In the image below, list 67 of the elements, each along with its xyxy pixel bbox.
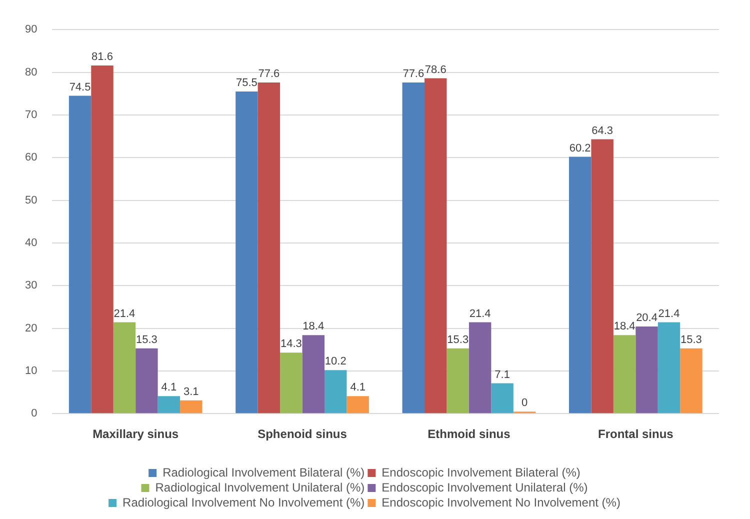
bar bbox=[302, 335, 324, 414]
x-tick-label: Maxillary sinus bbox=[92, 427, 179, 442]
bar bbox=[113, 322, 136, 414]
bar bbox=[591, 139, 614, 414]
bar bbox=[280, 352, 302, 414]
bar bbox=[491, 383, 514, 414]
data-label: 75.5 bbox=[236, 77, 258, 89]
legend-label: Radiological Involvement Bilateral (%) bbox=[162, 465, 365, 480]
data-label: 21.4 bbox=[658, 308, 680, 320]
data-label: 7.1 bbox=[494, 368, 510, 381]
bar bbox=[324, 370, 347, 414]
bar bbox=[180, 400, 202, 414]
legend-label: Radiological Involvement No Involvement (%) bbox=[122, 495, 365, 510]
bar bbox=[636, 326, 658, 414]
bar bbox=[91, 65, 114, 414]
bar bbox=[613, 335, 636, 414]
bar bbox=[402, 82, 425, 414]
data-label: 77.6 bbox=[402, 68, 424, 80]
data-label: 74.5 bbox=[69, 81, 91, 94]
y-tick-label: 80 bbox=[24, 66, 38, 78]
x-tick-label: Ethmoid sinus bbox=[428, 427, 511, 442]
bar bbox=[468, 322, 492, 414]
data-label: 4.1 bbox=[350, 382, 366, 394]
bar bbox=[346, 396, 369, 414]
legend-label: Radiological Involvement Unilateral (%) bbox=[155, 480, 365, 494]
data-label: 10.2 bbox=[324, 356, 346, 368]
y-tick-label: 60 bbox=[24, 152, 38, 164]
data-label: 21.4 bbox=[469, 308, 491, 320]
y-tick-label: 30 bbox=[24, 280, 38, 292]
bar bbox=[68, 96, 92, 414]
data-label: 15.3 bbox=[680, 334, 702, 346]
y-tick-label: 0 bbox=[31, 408, 38, 420]
legend-label: Endoscopic Involvement Bilateral (%) bbox=[382, 465, 580, 480]
data-label: 15.3 bbox=[447, 334, 469, 346]
data-label: 3.1 bbox=[183, 386, 199, 398]
legend-label: Endoscopic Involvement Unilateral (%) bbox=[382, 480, 588, 494]
bar bbox=[136, 348, 158, 414]
data-label: 14.3 bbox=[280, 338, 302, 350]
x-tick-label: Sphenoid sinus bbox=[258, 427, 348, 442]
legend-label: Endoscopic Involvement No Involvement (%) bbox=[382, 495, 620, 510]
x-tick-label: Frontal sinus bbox=[598, 427, 674, 442]
data-label: 78.6 bbox=[424, 64, 446, 76]
data-label: 64.3 bbox=[592, 124, 614, 137]
bar bbox=[658, 322, 680, 414]
y-tick-label: 90 bbox=[24, 24, 38, 36]
data-label: 77.6 bbox=[258, 68, 280, 80]
data-label: 60.2 bbox=[569, 142, 591, 154]
y-tick-label: 50 bbox=[24, 194, 38, 206]
data-label: 21.4 bbox=[114, 308, 136, 320]
bar bbox=[446, 348, 469, 414]
y-tick-label: 20 bbox=[24, 322, 38, 334]
bar bbox=[236, 91, 258, 414]
data-label: 0 bbox=[521, 397, 528, 410]
bar bbox=[158, 396, 180, 414]
data-label: 4.1 bbox=[161, 382, 177, 394]
y-tick-label: 10 bbox=[24, 364, 38, 377]
y-tick-label: 70 bbox=[24, 108, 38, 121]
bar bbox=[568, 156, 592, 414]
bar bbox=[258, 82, 280, 414]
data-label: 18.4 bbox=[614, 320, 636, 333]
bar bbox=[424, 78, 447, 414]
data-label: 18.4 bbox=[302, 320, 324, 333]
bar bbox=[680, 348, 702, 414]
data-label: 20.4 bbox=[636, 312, 658, 324]
data-label: 81.6 bbox=[92, 50, 113, 63]
y-tick-label: 40 bbox=[24, 236, 38, 249]
data-label: 15.3 bbox=[136, 334, 158, 346]
